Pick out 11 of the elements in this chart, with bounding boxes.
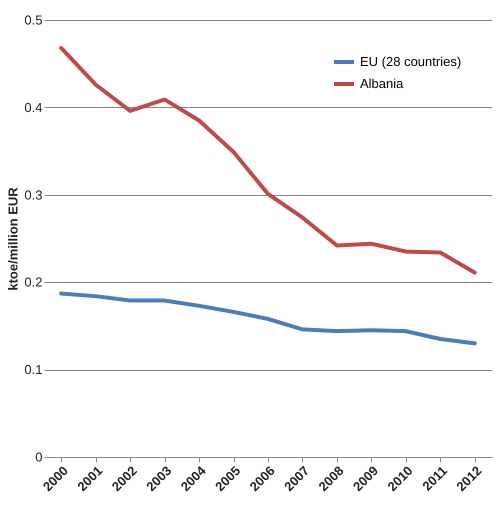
y-tick-label: 0.1 [24, 362, 42, 378]
y-axis-title: ktoe/million EUR [5, 186, 20, 291]
y-tick-label: 0.3 [24, 187, 42, 202]
line-series [59, 46, 477, 275]
y-tick-label: 0.5 [24, 12, 42, 28]
legend-label: Albania [360, 76, 404, 91]
y-tick-label: 0.2 [24, 274, 42, 290]
line-series [59, 292, 477, 346]
y-tick-label: 0 [35, 450, 42, 464]
y-tick-label: 0.4 [24, 100, 42, 115]
legend-label: EU (28 countries) [360, 54, 462, 69]
